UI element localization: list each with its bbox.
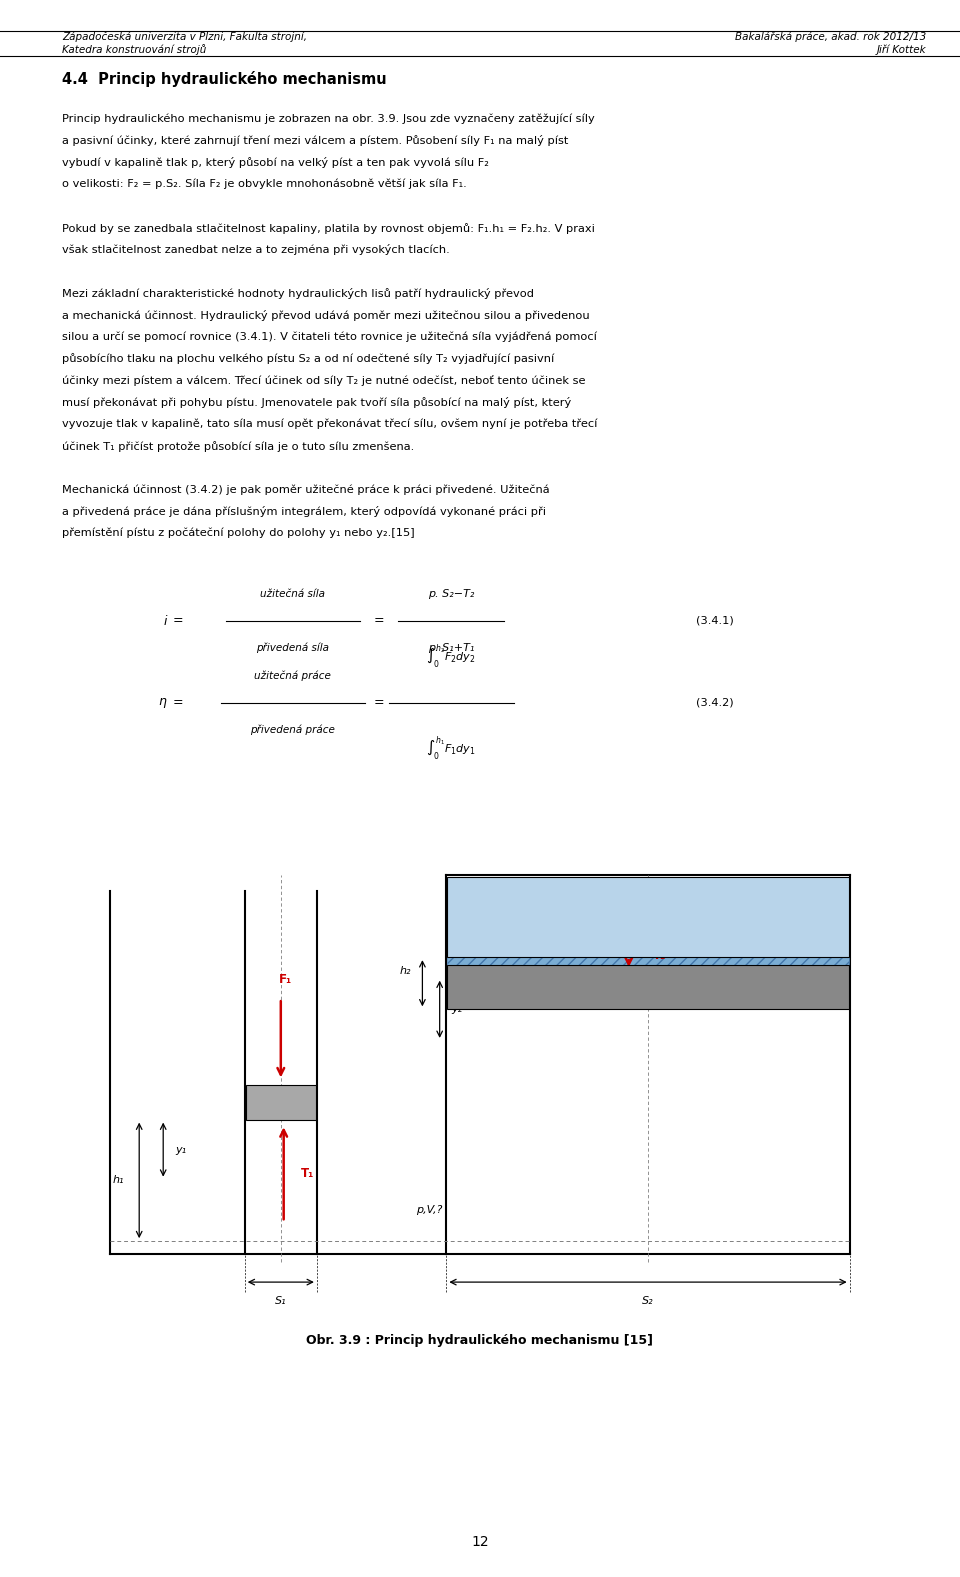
Text: však stlačitelnost zanedbat nelze a to zejména při vysokých tlacích.: však stlačitelnost zanedbat nelze a to z… (62, 244, 450, 255)
Text: h₁: h₁ (112, 1175, 124, 1186)
Text: h₂: h₂ (399, 965, 411, 976)
Text: Bakalářská práce, akad. rok 2012/13: Bakalářská práce, akad. rok 2012/13 (735, 32, 926, 43)
Bar (447, 877, 849, 957)
Text: p. S₁+T₁: p. S₁+T₁ (428, 643, 474, 653)
Text: Obr. 3.9 : Princip hydraulického mechanismu [15]: Obr. 3.9 : Princip hydraulického mechani… (306, 1334, 654, 1347)
Text: působícího tlaku na plochu velkého pístu S₂ a od ní odečtené síly T₂ vyjadřující: působícího tlaku na plochu velkého pístu… (62, 353, 555, 364)
Text: F₁: F₁ (279, 973, 292, 986)
Text: $\int_{0}^{h_1} F_1 dy_1$: $\int_{0}^{h_1} F_1 dy_1$ (426, 735, 476, 763)
Text: musí překonávat při pohybu pístu. Jmenovatele pak tvoří síla působící na malý pí: musí překonávat při pohybu pístu. Jmenov… (62, 397, 571, 408)
Text: (3.4.1): (3.4.1) (696, 615, 733, 626)
Text: $\eta$: $\eta$ (158, 695, 168, 710)
Text: T₁: T₁ (301, 1167, 314, 1180)
Text: přivedená práce: přivedená práce (251, 725, 335, 735)
Text: =: = (173, 695, 183, 710)
Text: =: = (373, 695, 385, 710)
Text: y₂: y₂ (451, 1005, 463, 1014)
Text: užitečná síla: užitečná síla (260, 588, 325, 599)
Text: účinek T₁ přičíst protože působící síla je o tuto sílu zmenšena.: účinek T₁ přičíst protože působící síla … (62, 440, 415, 451)
Text: y₁: y₁ (175, 1145, 186, 1154)
Text: F₂: F₂ (688, 981, 702, 994)
Text: 12: 12 (471, 1536, 489, 1549)
Text: účinky mezi pístem a válcem. Třecí účinek od síly T₂ je nutné odečíst, neboť ten: účinky mezi pístem a válcem. Třecí účine… (62, 375, 586, 386)
Text: S₂: S₂ (642, 1296, 654, 1306)
Text: 4.4  Princip hydraulického mechanismu: 4.4 Princip hydraulického mechanismu (62, 71, 387, 87)
Text: Západočeská univerzita v Plzni, Fakulta strojní,: Západočeská univerzita v Plzni, Fakulta … (62, 32, 307, 43)
Text: S₁: S₁ (275, 1296, 287, 1306)
Text: a pasivní účinky, které zahrnují tření mezi válcem a pístem. Působení síly F₁ na: a pasivní účinky, které zahrnují tření m… (62, 136, 568, 147)
Text: užitečná práce: užitečná práce (254, 670, 331, 681)
Text: =: = (373, 613, 385, 628)
Text: Princip hydraulického mechanismu je zobrazen na obr. 3.9. Jsou zde vyznačeny zat: Princip hydraulického mechanismu je zobr… (62, 114, 595, 125)
Text: =: = (173, 613, 183, 628)
Text: silou a určí se pomocí rovnice (3.4.1). V čitateli této rovnice je užitečná síla: silou a určí se pomocí rovnice (3.4.1). … (62, 331, 597, 342)
Text: o velikosti: F₂ = p.S₂. Síla F₂ je obvykle mnohonásobně větší jak síla F₁.: o velikosti: F₂ = p.S₂. Síla F₂ je obvyk… (62, 178, 468, 189)
Text: přivedená síla: přivedená síla (256, 643, 329, 653)
Text: Mechanická účinnost (3.4.2) je pak poměr užitečné práce k práci přivedené. Užite: Mechanická účinnost (3.4.2) je pak poměr… (62, 484, 550, 495)
Text: Jiří Kottek: Jiří Kottek (876, 44, 926, 55)
Text: vybudí v kapalině tlak p, který působí na velký píst a ten pak vyvolá sílu F₂: vybudí v kapalině tlak p, který působí n… (62, 158, 490, 169)
Bar (447, 965, 849, 1009)
Text: p,V,?: p,V,? (417, 1205, 443, 1214)
Text: (3.4.2): (3.4.2) (696, 697, 733, 708)
Text: a přivedená práce je dána příslušným integrálem, který odpovídá vykonané práci p: a přivedená práce je dána příslušným int… (62, 506, 546, 517)
Text: Mezi základní charakteristické hodnoty hydraulických lisů patří hydraulický přev: Mezi základní charakteristické hodnoty h… (62, 289, 535, 300)
Text: T₂: T₂ (653, 949, 666, 962)
Text: vyvozuje tlak v kapalině, tato síla musí opět překonávat třecí sílu, ovšem nyní : vyvozuje tlak v kapalině, tato síla musí… (62, 419, 598, 429)
Text: Pokud by se zanedbala stlačitelnost kapaliny, platila by rovnost objemů: F₁.h₁ =: Pokud by se zanedbala stlačitelnost kapa… (62, 222, 595, 233)
Bar (246, 1085, 316, 1120)
Text: p. S₂−T₂: p. S₂−T₂ (428, 588, 474, 599)
Text: přemístění pístu z počáteční polohy do polohy y₁ nebo y₂.[15]: přemístění pístu z počáteční polohy do p… (62, 528, 415, 538)
Text: $i$: $i$ (162, 613, 168, 628)
Text: $\int_{0}^{h_2} F_2 dy_2$: $\int_{0}^{h_2} F_2 dy_2$ (426, 643, 476, 672)
Text: a mechanická účinnost. Hydraulický převod udává poměr mezi užitečnou silou a při: a mechanická účinnost. Hydraulický převo… (62, 311, 590, 322)
Bar (447, 957, 849, 965)
Text: Katedra konstruování strojů: Katedra konstruování strojů (62, 44, 206, 55)
